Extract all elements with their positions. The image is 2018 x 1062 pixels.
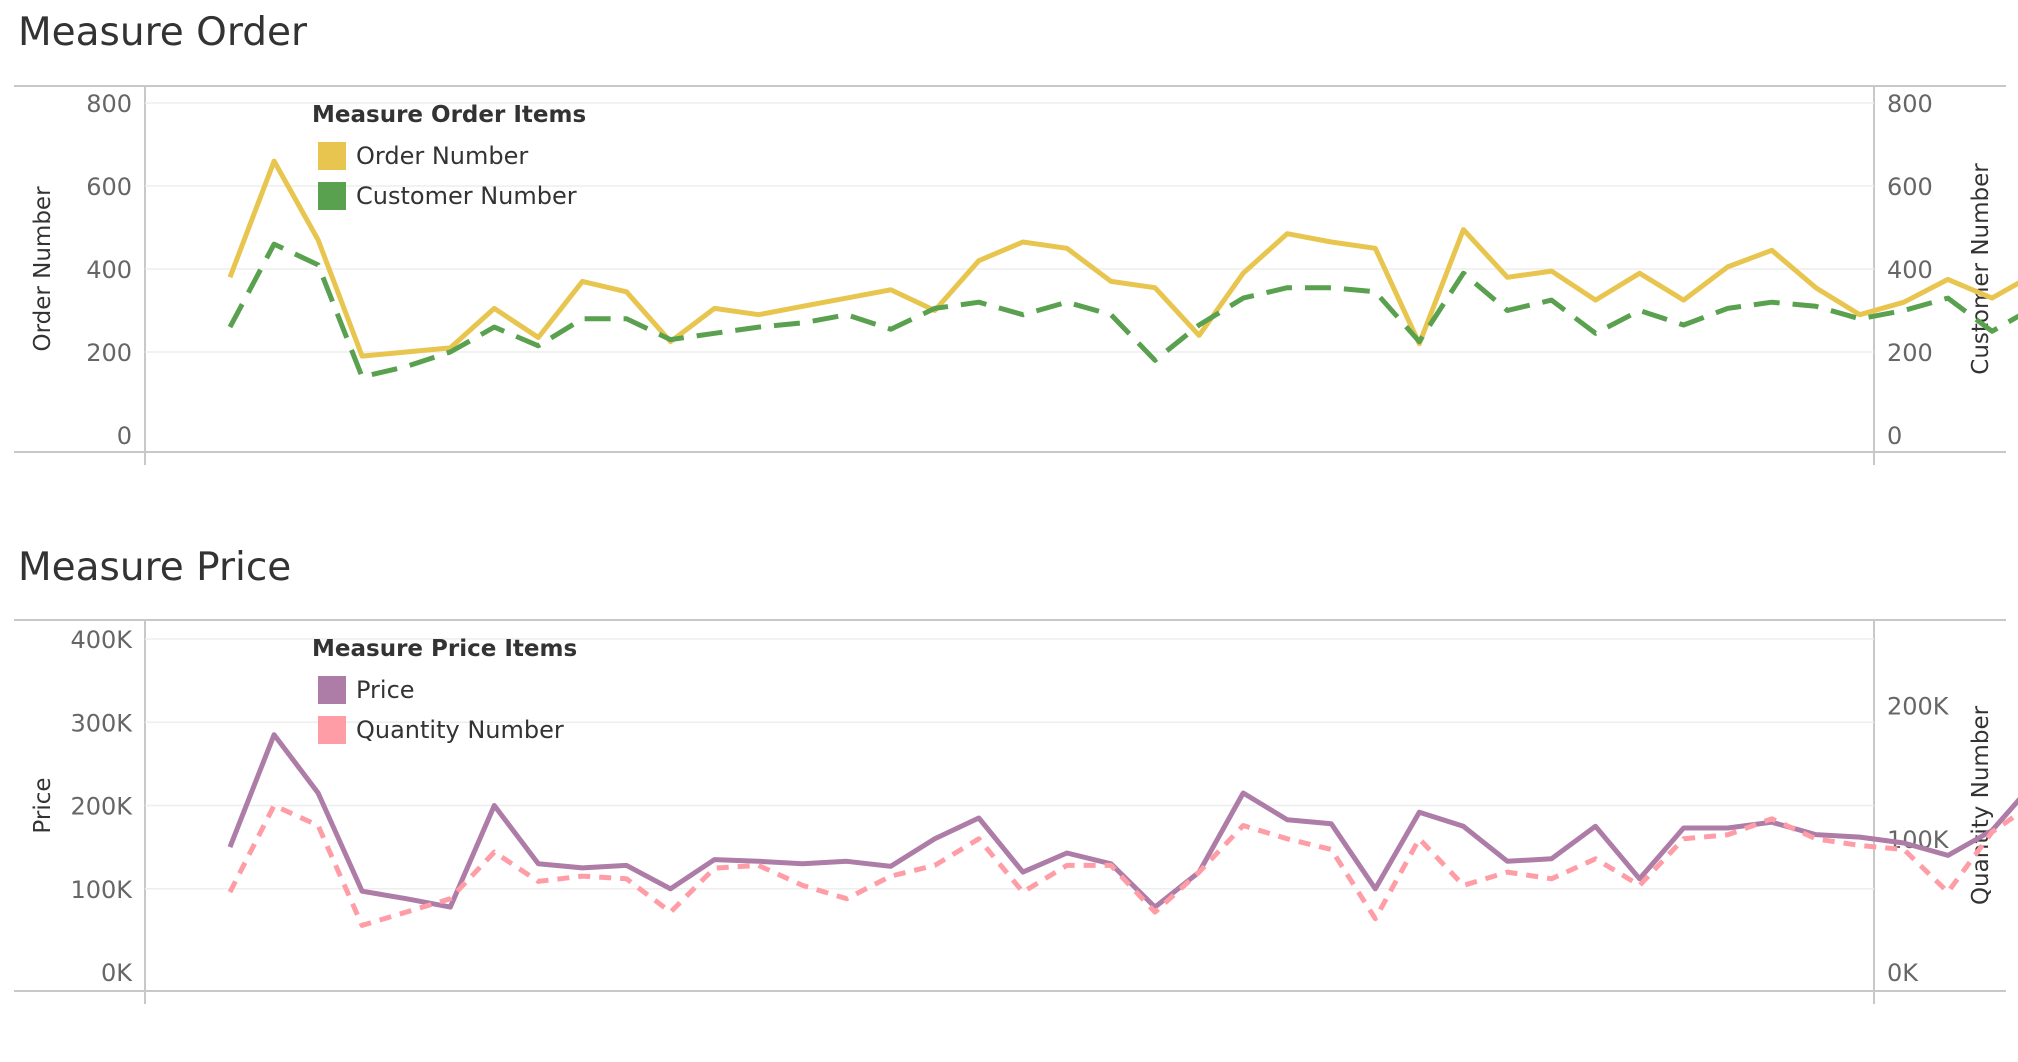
left-axis-tick-label: 200 [86, 339, 132, 367]
legend-item-order-number: Order Number [356, 142, 528, 170]
left-axis-tick-label: 300K [70, 709, 133, 737]
right-axis-tick-label: 800 [1887, 90, 1933, 118]
series-line-price [227, 732, 2018, 910]
right-axis-tick-label: 400 [1887, 256, 1933, 284]
right-axis-tick-label: 600 [1887, 173, 1933, 201]
chart-title-measure-order: Measure Order [18, 10, 307, 55]
legend-item-price: Price [356, 676, 415, 704]
left-axis-tick-label: 100K [70, 876, 133, 904]
left-axis-title: Price [30, 777, 56, 833]
left-axis-tick-label: 400K [70, 626, 133, 654]
left-axis-tick-label: 800 [86, 90, 132, 118]
right-axis-title: Customer Number [1968, 163, 1994, 375]
legend-title: Measure Order Items [312, 102, 586, 128]
legend-title: Measure Price Items [312, 636, 577, 662]
left-axis-title: Order Number [30, 186, 56, 352]
legend-swatch-customer-number [318, 182, 346, 210]
left-axis-tick-label: 200K [70, 793, 133, 821]
right-axis-tick-label: 200K [1887, 693, 1950, 721]
legend-swatch-quantity-number [318, 716, 346, 744]
legend-item-customer-number: Customer Number [356, 182, 577, 210]
legend-item-quantity-number: Quantity Number [356, 716, 564, 744]
measure-order-chart: 0 200 400 600 800 0 200 400 600 800 Order Number Cu… [14, 85, 2018, 465]
right-axis-tick-label: 0 [1887, 422, 1902, 450]
left-axis-tick-label: 0 [117, 422, 132, 450]
legend-swatch-price [318, 676, 346, 704]
right-axis-tick-label: 0K [1887, 959, 1919, 987]
right-axis-title: Quantity Number [1968, 705, 1994, 905]
chart-title-measure-price: Measure Price [18, 545, 292, 590]
right-axis-tick-label: 200 [1887, 339, 1933, 367]
legend-swatch-order-number [318, 142, 346, 170]
series-line-customer-number [227, 241, 2018, 380]
left-axis-tick-label: 0K [101, 959, 133, 987]
series-line-quantity-number [227, 803, 2018, 928]
left-axis-tick-label: 600 [86, 173, 132, 201]
left-axis-tick-label: 400 [86, 256, 132, 284]
